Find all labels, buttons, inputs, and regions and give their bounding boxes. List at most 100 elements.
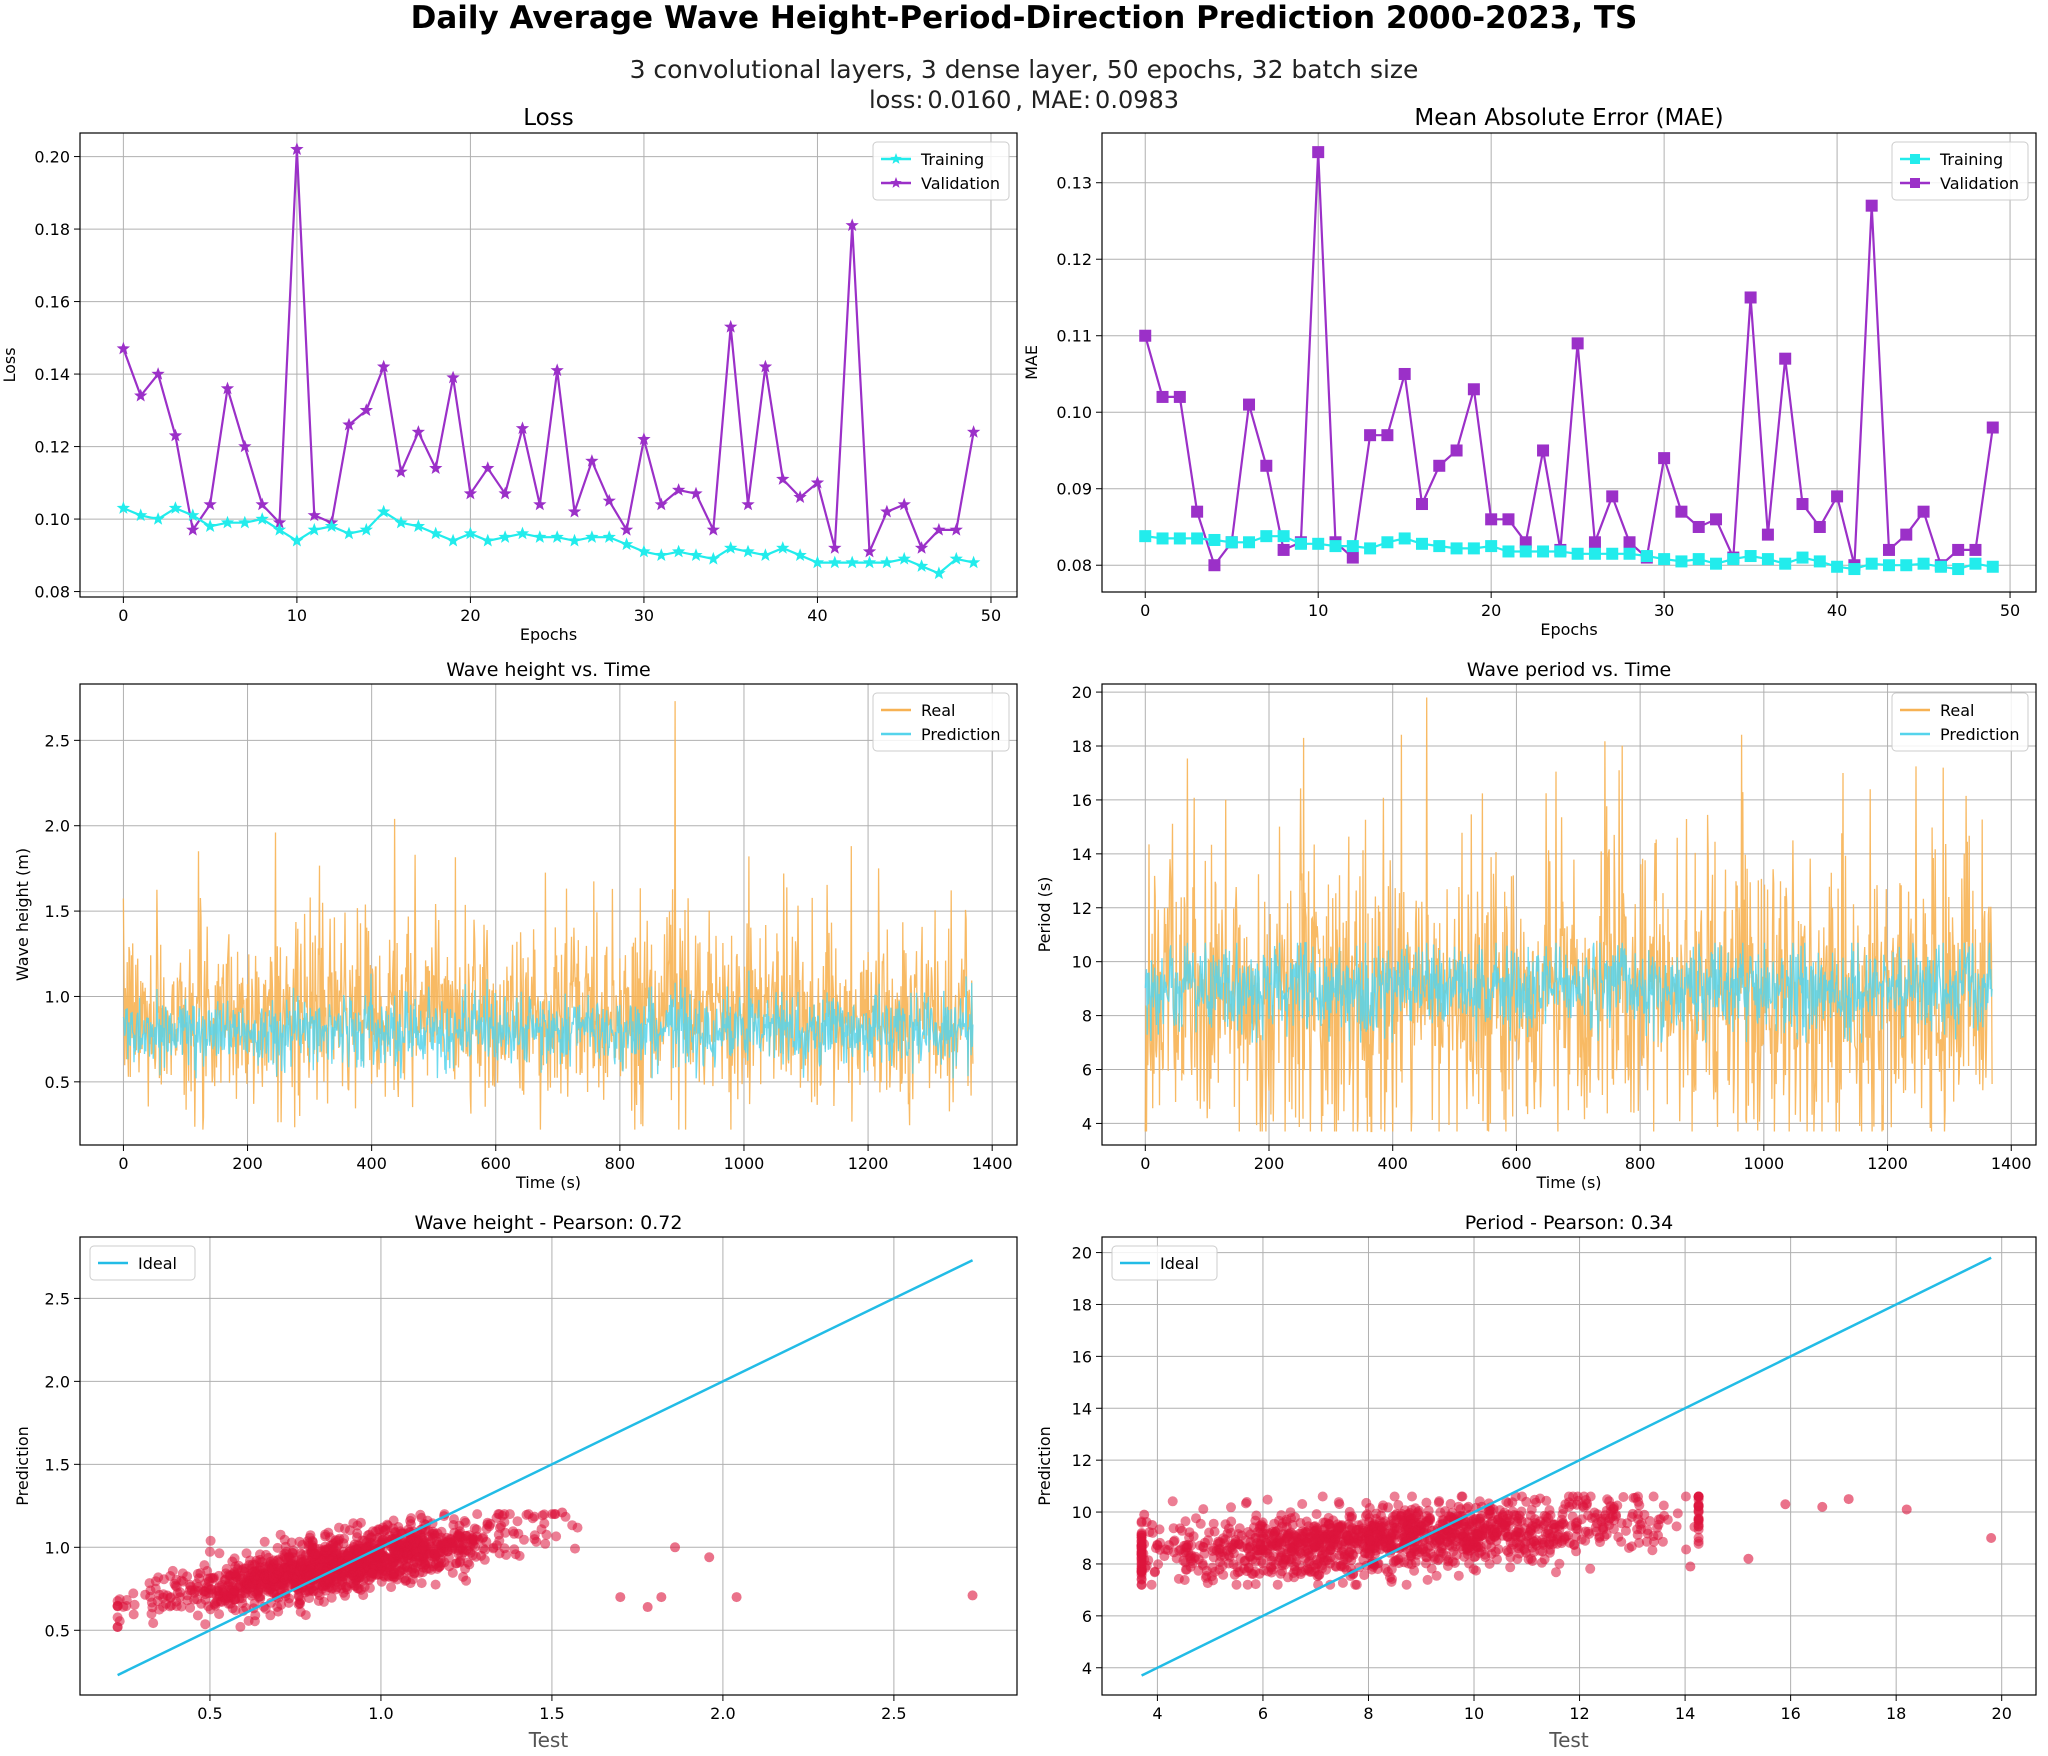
data-point [1433,1555,1444,1566]
data-point-training [1865,557,1878,570]
data-point [1173,1573,1184,1584]
x-tick-label: 10 [287,606,307,625]
data-point-training [880,555,894,569]
chart-panel-period_scatter: 4 6 8 10 12 14 16 18 20 4 6 8 10 12 14 16 18 20 Period - P… [1035,1212,2037,1752]
plot-area [1139,146,1999,576]
data-point [1672,1508,1683,1519]
data-point [418,1540,429,1551]
data-point [1445,1511,1456,1522]
ideal-line [1141,1256,1992,1677]
data-point [1242,1543,1253,1554]
y-axis-label: Prediction [13,1426,32,1505]
data-point-validation [585,454,599,467]
data-point [259,1571,270,1582]
legend-label: Real [921,701,956,720]
data-point-validation [1398,367,1411,380]
scatter-points [112,1507,978,1632]
x-tick-label: 200 [1254,1154,1285,1173]
data-point-validation [1312,146,1325,159]
data-point [318,1596,329,1607]
data-point-training [1502,545,1515,558]
data-point-validation [810,475,825,489]
legend: Training Validation [872,141,1010,201]
legend-label: Training [1939,150,2003,169]
data-point-validation [1433,459,1446,472]
data-point [1198,1504,1209,1515]
data-point [523,1509,534,1520]
legend: Ideal [89,1245,196,1281]
data-point [1297,1499,1308,1509]
series-line-validation [122,149,975,553]
data-point-validation [1173,390,1186,403]
y-tick-label: 6 [1082,1607,1092,1626]
data-point [1204,1527,1215,1538]
data-point-validation [897,497,911,511]
y-tick-label: 2.0 [45,1372,70,1391]
y-tick-label: 0.5 [45,1621,70,1640]
data-point-validation [307,508,321,522]
y-tick-label: 10 [1072,953,1092,972]
data-point [1426,1563,1437,1574]
data-point [288,1545,299,1556]
data-point-training [949,551,963,565]
y-axis-label: MAE [1022,345,1041,380]
data-point-training [1398,532,1411,545]
ideal-line [117,1259,974,1677]
data-point-validation [1779,352,1792,365]
data-point-training [186,508,200,522]
data-point [1266,1536,1277,1547]
data-point [1681,1544,1692,1555]
data-point [344,1525,355,1536]
data-point [416,1578,427,1589]
x-tick-label: 200 [232,1154,263,1173]
data-point [472,1509,483,1520]
data-point [458,1571,469,1582]
data-point [389,1547,400,1558]
y-tick-label: 4 [1082,1659,1092,1678]
data-point [195,1568,206,1579]
data-point [1608,1524,1619,1534]
x-tick-label: 400 [1377,1154,1408,1173]
data-point [1662,1514,1673,1525]
data-point-validation [1710,513,1723,526]
y-tick-label: 16 [1072,1347,1092,1366]
data-point [1266,1567,1277,1578]
data-point [1297,1526,1308,1537]
data-point [358,1590,369,1601]
data-point-validation [220,381,235,395]
data-point [656,1592,667,1603]
legend-label: Prediction [1940,725,2019,744]
data-point-training [897,551,911,565]
data-point-training [654,548,668,561]
data-point-training [1813,555,1826,568]
data-point [1346,1555,1357,1566]
data-point [424,1563,434,1574]
legend: Training Validation [1891,141,2029,201]
data-point [1347,1511,1357,1522]
data-point-training [394,515,408,529]
data-point [1289,1561,1300,1572]
data-point [249,1572,260,1583]
data-point [451,1558,462,1569]
data-point [165,1571,176,1581]
y-tick-label: 0.13 [1056,174,1092,193]
data-point-validation [758,359,773,373]
data-point-training [1848,563,1861,576]
data-point [203,1576,214,1587]
y-axis-label: Prediction [1035,1426,1054,1505]
y-tick-label: 8 [1082,1555,1092,1574]
data-point-training [1831,560,1844,573]
data-point [355,1517,366,1528]
data-point [1595,1537,1605,1548]
data-point [1480,1525,1491,1536]
data-point-validation [967,425,981,438]
data-point [1304,1550,1315,1561]
legend-box [1891,141,2029,201]
data-point [1624,1543,1634,1553]
data-point-validation [741,497,755,511]
data-point-training [758,548,773,561]
data-point [551,1531,562,1542]
y-tick-label: 1.5 [45,902,70,921]
legend-label: Real [1940,701,1975,720]
data-point [481,1523,492,1534]
